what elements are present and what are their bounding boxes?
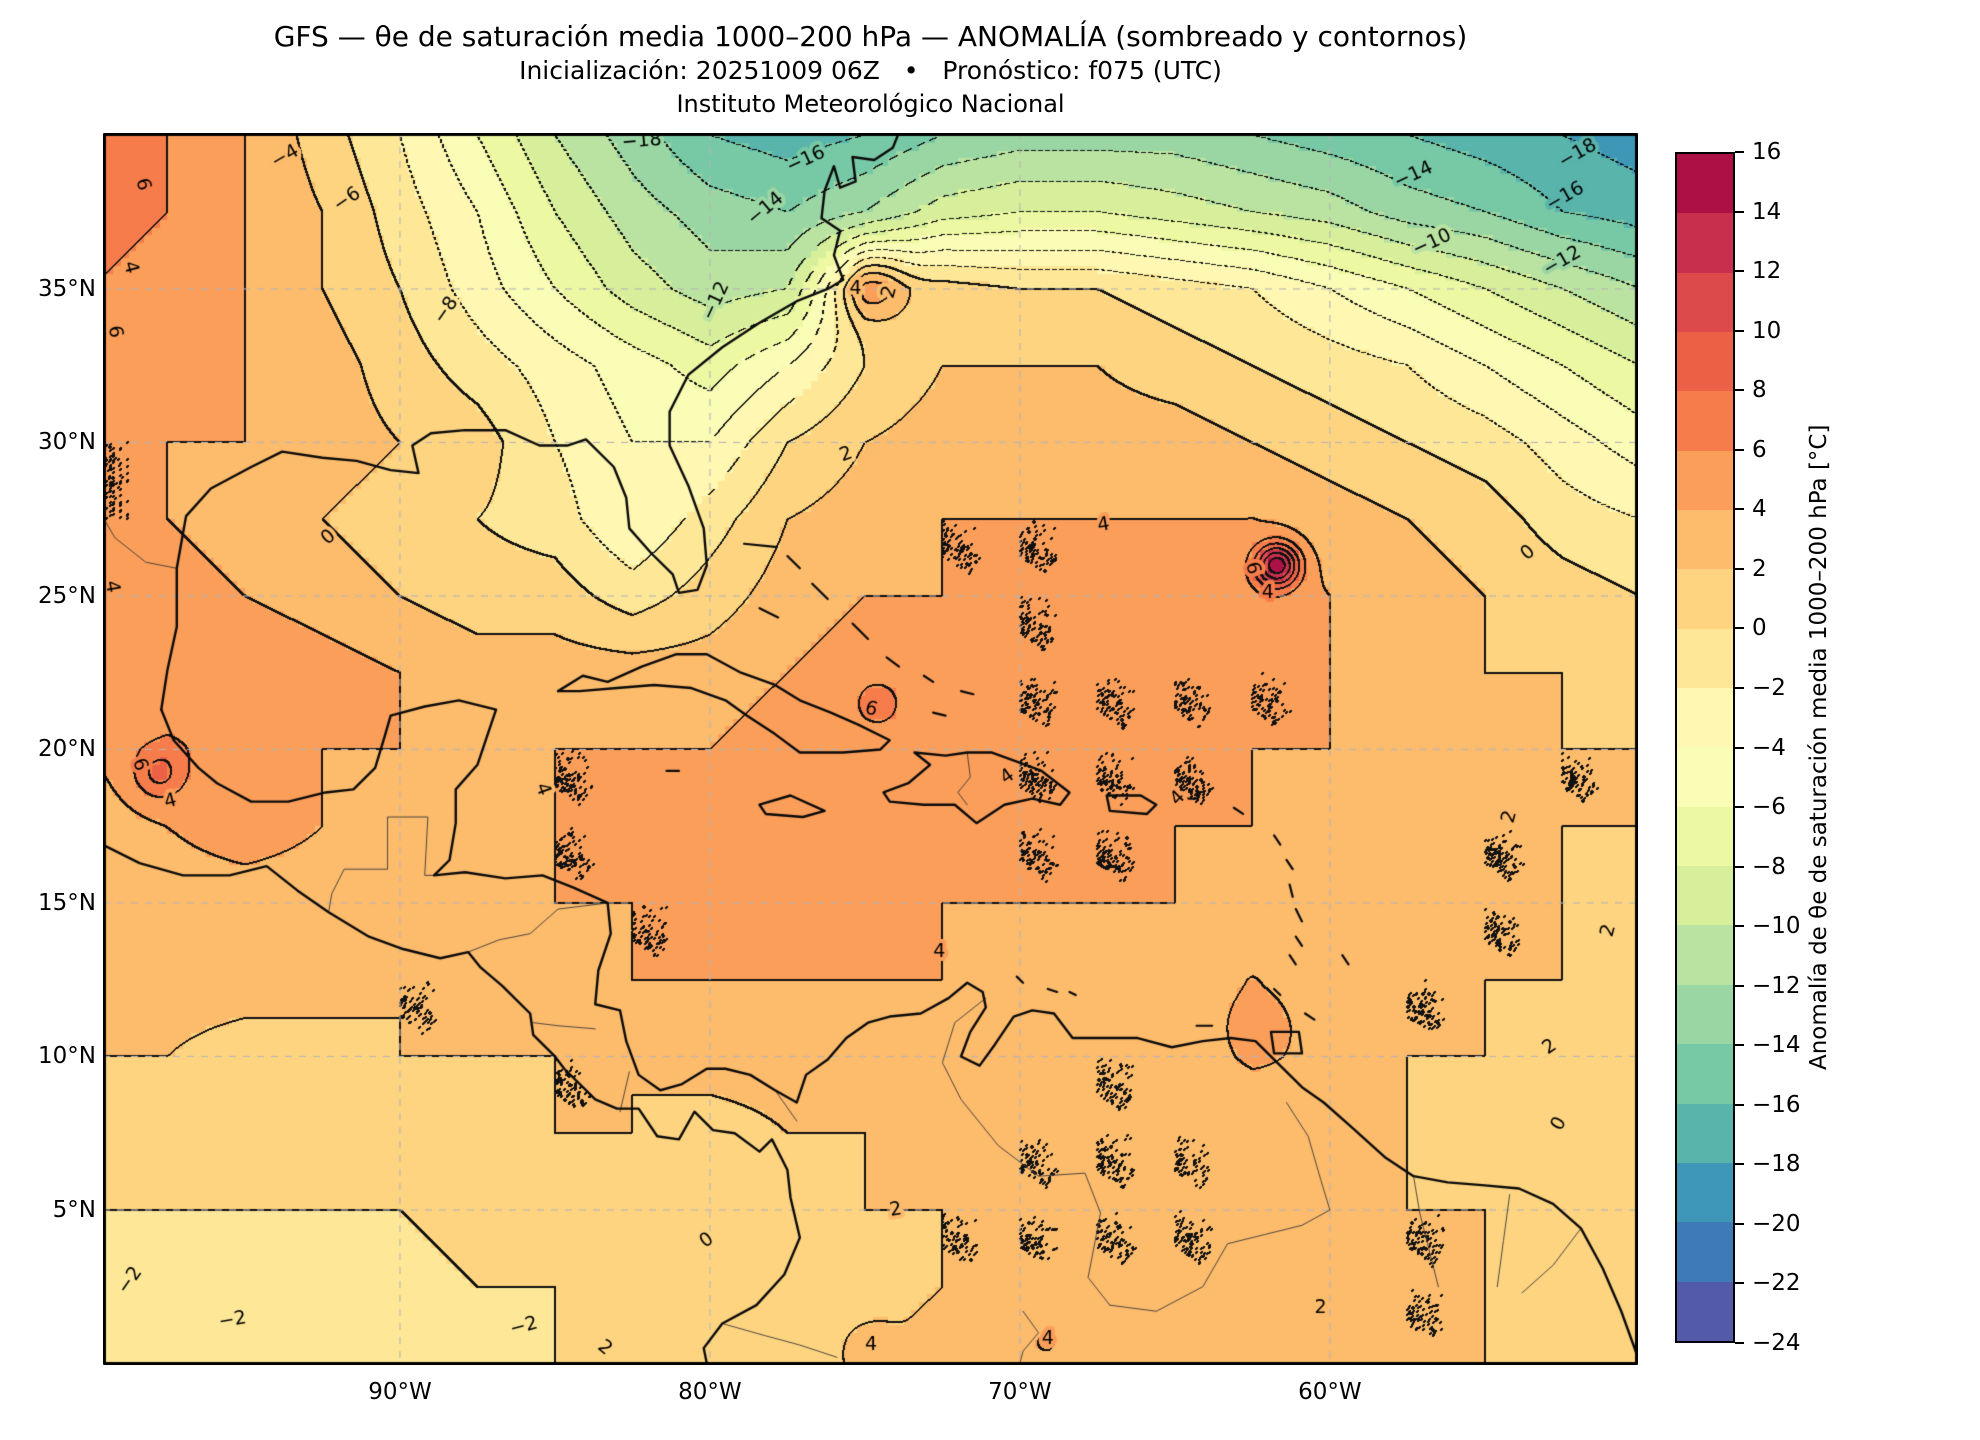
colorbar-band xyxy=(1677,925,1733,985)
colorbar-tick-label: −20 xyxy=(1752,1210,1801,1237)
colorbar-tick xyxy=(1735,686,1744,689)
colorbar-tick-label: 16 xyxy=(1752,139,1782,165)
colorbar-tick-label: 12 xyxy=(1752,258,1782,285)
colorbar-band xyxy=(1677,510,1733,570)
colorbar-tick xyxy=(1735,1044,1744,1047)
colorbar-tick xyxy=(1735,567,1744,570)
colorbar-tick-label: −22 xyxy=(1752,1270,1801,1297)
colorbar-tick xyxy=(1735,865,1744,868)
colorbar-tick-label: −18 xyxy=(1752,1151,1801,1178)
y-tick-label: 20°N xyxy=(38,736,96,763)
colorbar-tick-label: 4 xyxy=(1752,496,1767,523)
colorbar-tick-label: −16 xyxy=(1752,1091,1801,1118)
colorbar-band xyxy=(1677,1281,1733,1341)
colorbar-band xyxy=(1677,154,1733,214)
colorbar-tick xyxy=(1735,1222,1744,1225)
colorbar-band xyxy=(1677,1162,1733,1223)
colorbar-tick-label: −8 xyxy=(1752,853,1786,880)
colorbar-band xyxy=(1677,272,1733,333)
colorbar-tick-label: −10 xyxy=(1752,913,1801,940)
colorbar-tick-label: −12 xyxy=(1752,972,1801,999)
x-tick-label: 70°W xyxy=(988,1379,1052,1405)
colorbar-tick xyxy=(1735,627,1744,630)
colorbar-band xyxy=(1677,688,1733,748)
colorbar-tick-label: 14 xyxy=(1752,198,1782,225)
colorbar-tick xyxy=(1735,329,1744,332)
colorbar-tick xyxy=(1735,806,1744,809)
colorbar-tick xyxy=(1735,1342,1744,1344)
colorbar-tick xyxy=(1735,1282,1744,1285)
colorbar-tick xyxy=(1735,746,1744,749)
colorbar-band xyxy=(1677,332,1733,392)
colorbar-band xyxy=(1677,628,1733,689)
y-tick-label: 10°N xyxy=(38,1043,96,1070)
colorbar-band xyxy=(1677,984,1733,1045)
x-tick-label: 90°W xyxy=(368,1379,432,1405)
colorbar-axis-label: Anomalía de θe de saturación media 1000–… xyxy=(1806,424,1832,1071)
y-tick-label: 25°N xyxy=(38,582,96,609)
colorbar-band xyxy=(1677,806,1733,867)
colorbar-tick-label: 2 xyxy=(1752,555,1767,582)
colorbar-band xyxy=(1677,747,1733,807)
colorbar-tick xyxy=(1735,448,1744,451)
colorbar-tick xyxy=(1735,1163,1744,1166)
colorbar-band xyxy=(1677,866,1733,926)
colorbar-tick xyxy=(1735,1103,1744,1106)
colorbar-tick-label: −4 xyxy=(1752,734,1786,761)
colorbar-band xyxy=(1677,1044,1733,1104)
chart-subtitle: Inicialización: 20251009 06Z • Pronóstic… xyxy=(519,56,1222,85)
x-tick-label: 80°W xyxy=(678,1379,742,1405)
colorbar-tick xyxy=(1735,925,1744,928)
colorbar-tick-label: −6 xyxy=(1752,794,1786,821)
colorbar-tick xyxy=(1735,151,1744,153)
anomaly-map-canvas xyxy=(103,133,1638,1365)
colorbar-band xyxy=(1677,1222,1733,1282)
y-tick-label: 30°N xyxy=(38,429,96,456)
colorbar-band xyxy=(1677,569,1733,629)
colorbar-band xyxy=(1677,391,1733,451)
colorbar-band xyxy=(1677,1103,1733,1163)
colorbar-tick xyxy=(1735,984,1744,987)
chart-title: GFS — θe de saturación media 1000–200 hP… xyxy=(273,20,1468,53)
colorbar-tick-label: −14 xyxy=(1752,1032,1801,1059)
colorbar-band xyxy=(1677,450,1733,511)
y-tick-label: 15°N xyxy=(38,889,96,916)
colorbar-tick-label: −2 xyxy=(1752,674,1786,701)
y-tick-label: 35°N xyxy=(38,275,96,302)
colorbar-tick-label: −24 xyxy=(1752,1330,1801,1356)
x-tick-label: 60°W xyxy=(1298,1379,1362,1405)
colorbar-tick-label: 8 xyxy=(1752,377,1767,404)
colorbar-tick xyxy=(1735,508,1744,511)
colorbar-tick-label: 6 xyxy=(1752,436,1767,463)
colorbar-tick xyxy=(1735,270,1744,273)
institute-name: Instituto Meteorológico Nacional xyxy=(676,90,1065,118)
colorbar-tick xyxy=(1735,210,1744,213)
colorbar-tick xyxy=(1735,389,1744,392)
colorbar-band xyxy=(1677,213,1733,273)
colorbar-tick-label: 10 xyxy=(1752,317,1782,344)
colorbar xyxy=(1675,152,1735,1343)
colorbar-tick-label: 0 xyxy=(1752,615,1767,642)
y-tick-label: 5°N xyxy=(52,1196,96,1223)
